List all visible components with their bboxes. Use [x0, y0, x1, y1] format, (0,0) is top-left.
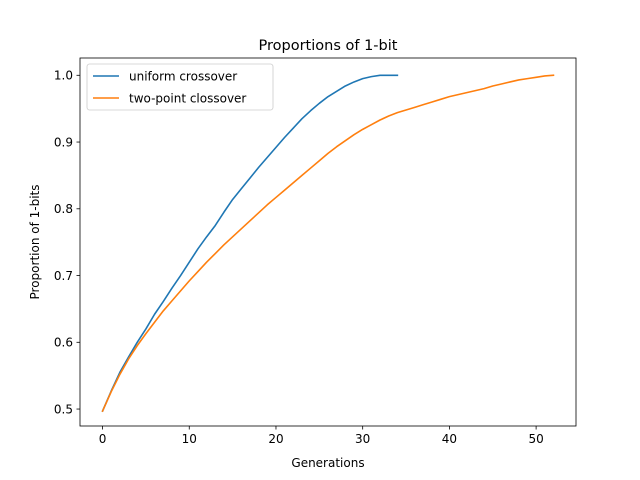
x-tick-label: 10 [182, 432, 197, 446]
x-tick-label: 0 [99, 432, 107, 446]
x-axis-ticks: 0 10 20 30 40 50 [99, 426, 544, 446]
y-tick-label: 0.7 [54, 269, 73, 283]
axes-frame [79, 57, 577, 427]
chart-title: Proportions of 1-bit [259, 38, 398, 54]
series-line-uniform-crossover [101, 74, 399, 413]
y-axis-ticks: 0.5 0.6 0.7 0.8 0.9 1.0 [54, 69, 80, 416]
y-tick-label: 0.9 [54, 135, 73, 149]
series-lines [101, 74, 555, 413]
y-tick-label: 0.8 [54, 202, 73, 216]
legend-label: two-point clossover [129, 91, 246, 105]
x-tick-label: 40 [442, 432, 457, 446]
series-line-two-point-clossover [101, 74, 555, 413]
x-tick-label: 50 [528, 432, 543, 446]
x-tick-label: 20 [268, 432, 283, 446]
x-tick-label: 30 [355, 432, 370, 446]
legend: uniform crossover two-point clossover [86, 63, 274, 111]
x-axis-label: Generations [291, 456, 364, 470]
y-axis-label: Proportion of 1-bits [28, 185, 42, 300]
y-tick-label: 0.6 [54, 336, 73, 350]
legend-box [86, 63, 274, 111]
y-tick-label: 1.0 [54, 69, 73, 83]
y-tick-label: 0.5 [54, 402, 73, 416]
legend-label: uniform crossover [129, 69, 237, 83]
